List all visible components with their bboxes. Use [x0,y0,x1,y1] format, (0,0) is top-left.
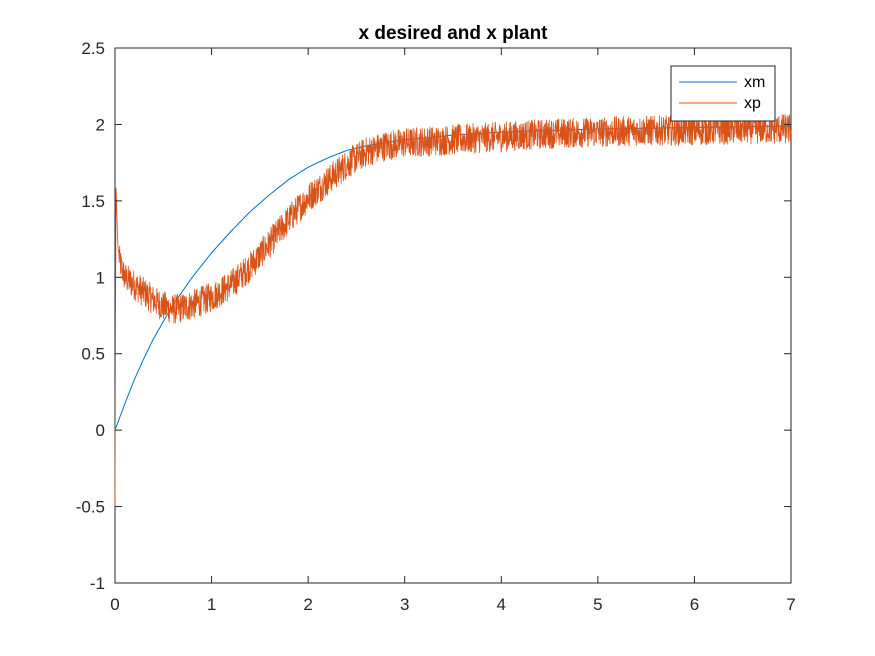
legend: xm xp [670,65,776,122]
x-tick-label: 6 [690,595,699,614]
legend-label-xm: xm [744,74,765,91]
y-tick-label: 0.5 [81,345,105,364]
x-tick-label: 0 [110,595,119,614]
legend-box [670,65,776,122]
x-tick-label: 1 [207,595,216,614]
y-tick-label: 1 [96,268,105,287]
x-tick-label: 7 [786,595,795,614]
y-tick-label: 2.5 [81,39,105,58]
y-tick-label: 2 [96,115,105,134]
y-tick-label: -0.5 [76,498,105,517]
legend-label-xp: xp [744,95,761,112]
y-tick-label: 0 [96,421,105,440]
series-line-xp [114,113,792,507]
y-tick-label: 1.5 [81,192,105,211]
y-tick-label: -1 [90,574,105,593]
x-tick-label: 2 [303,595,312,614]
x-tick-label: 3 [400,595,409,614]
x-tick-label: 5 [593,595,602,614]
chart-title: x desired and x plant [359,23,549,44]
x-tick-label: 4 [497,595,506,614]
series-layer [114,113,792,507]
tick-layer: 0 1 2 3 4 5 6 7 -1 -0.5 0 0.5 1 1.5 2 2.5 [76,39,796,614]
